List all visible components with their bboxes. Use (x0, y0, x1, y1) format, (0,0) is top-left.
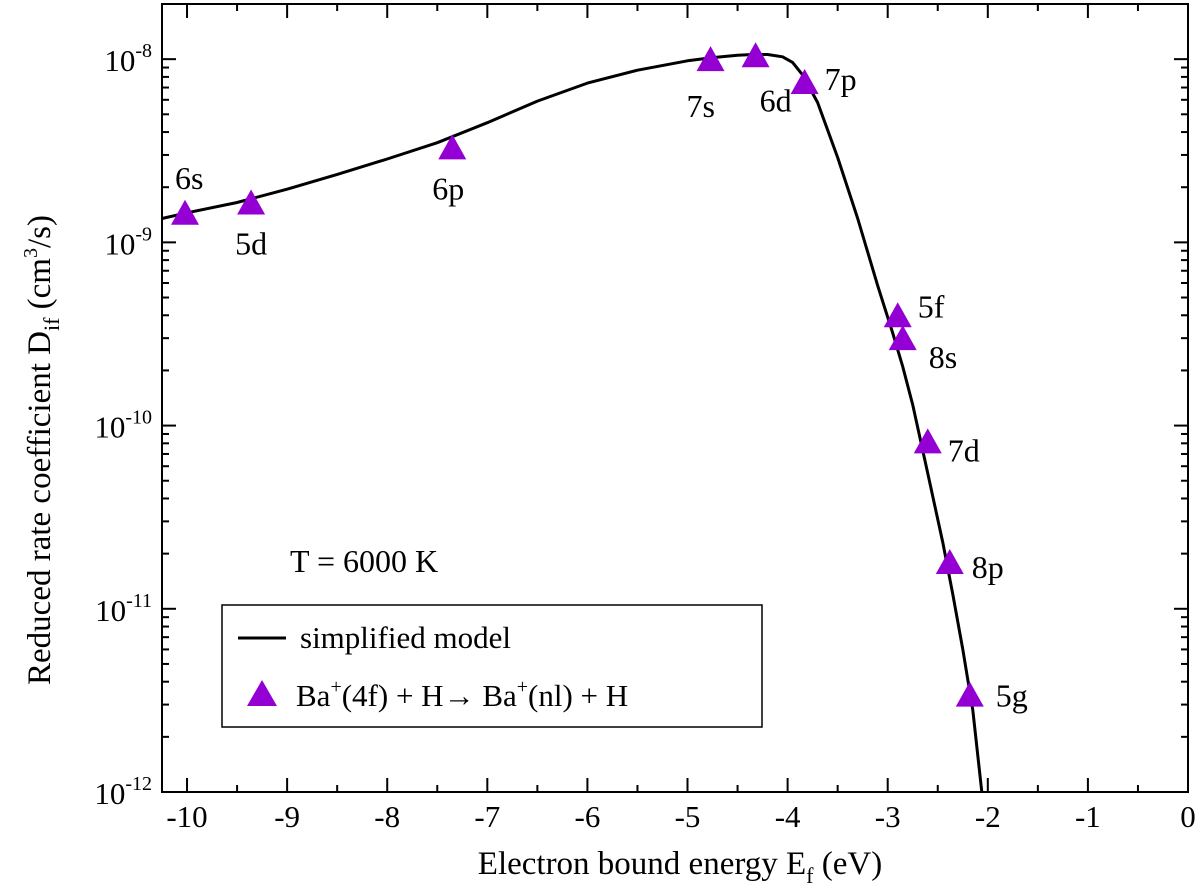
point-label-5g: 5g (996, 678, 1028, 714)
point-label-6s: 6s (175, 160, 203, 196)
legend: simplified model Ba+(4f) + H→ Ba+(nl) + … (221, 604, 763, 728)
point-label-6d: 6d (760, 82, 792, 118)
point-label-8s: 8s (929, 339, 957, 375)
simplified-model-curve (161, 53, 984, 793)
data-point-7d (913, 428, 942, 454)
x-tick-label: -7 (474, 799, 500, 834)
x-tick-label: -2 (975, 799, 1001, 834)
x-tick-label: -1 (1075, 799, 1101, 834)
temperature-annotation: T = 6000 K (290, 543, 438, 579)
data-point-5f (883, 302, 912, 328)
x-tick-label: -6 (575, 799, 601, 834)
legend-box (221, 604, 763, 728)
x-tick-label: -3 (875, 799, 901, 834)
y-tick-label: 10-12 (94, 773, 152, 811)
x-tick-label: -4 (775, 799, 801, 834)
x-tick-labels: -10 -9 -8 -7 -6 -5 -4 -3 -2 -1 0 (166, 799, 1195, 834)
y-tick-label: 10-9 (104, 223, 152, 261)
data-point-5d (237, 189, 266, 215)
y-tick-label: 10-8 (104, 40, 152, 78)
x-tick-label: 0 (1180, 799, 1196, 834)
data-points-layer (171, 42, 984, 707)
data-point-6s (171, 199, 200, 225)
point-label-6p: 6p (432, 170, 464, 206)
point-label-7d: 7d (948, 432, 980, 468)
x-tick-label: -9 (274, 799, 300, 834)
plot-frame (161, 3, 1189, 793)
point-labels-layer: 6s 5d 6p 7s 6d 7p 5f 8s 7d 8p 5g (175, 61, 1028, 714)
x-tick-label: -8 (374, 799, 400, 834)
data-point-8p (935, 549, 964, 575)
data-point-5g (955, 681, 984, 707)
legend-triangle-swatch (247, 680, 277, 706)
point-label-5d: 5d (235, 226, 267, 262)
y-axis-label: Reduced rate coefficient Dif (cm3/s) (20, 215, 64, 685)
x-tick-label: -5 (675, 799, 701, 834)
data-point-6d (741, 42, 770, 68)
data-point-7s (696, 46, 725, 72)
y-tick-labels: 10-8 10-9 10-10 10-11 10-12 (94, 40, 152, 811)
point-label-8p: 8p (972, 549, 1004, 585)
y-tick-label: 10-10 (94, 407, 152, 445)
point-label-5f: 5f (918, 288, 945, 324)
point-label-7s: 7s (687, 88, 715, 124)
x-axis-label: Electron bound energy Ef (eV) (478, 846, 882, 885)
legend-label-simplified-model: simplified model (300, 620, 511, 655)
x-tick-label: -10 (166, 799, 207, 834)
axis-ticks (162, 3, 1189, 793)
data-point-7p (790, 69, 819, 95)
simplified-model-curve-layer (161, 53, 984, 793)
legend-label-ba-transition: Ba+(4f) + H→ Ba+(nl) + H (296, 676, 628, 713)
data-point-6p (438, 134, 467, 160)
data-point-8s (888, 325, 917, 351)
y-tick-label: 10-11 (95, 590, 152, 628)
point-label-7p: 7p (825, 61, 857, 97)
